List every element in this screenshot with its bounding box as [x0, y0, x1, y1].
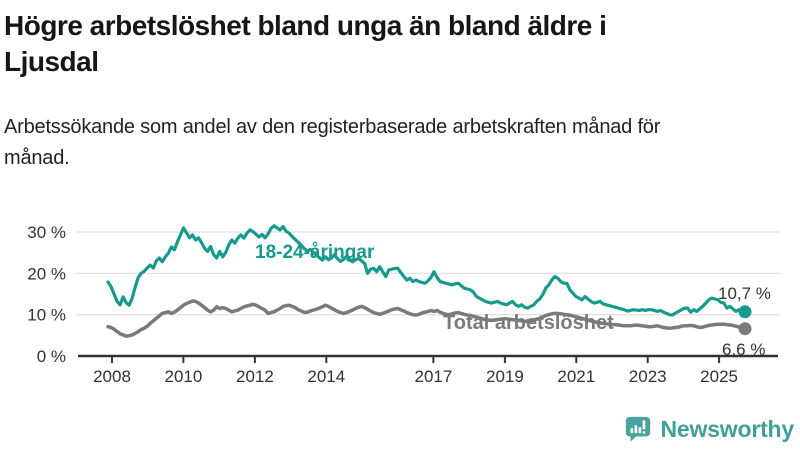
x-tick-label: 2023 [629, 367, 667, 386]
x-tick-label: 2014 [307, 367, 345, 386]
chart-subtitle: Arbetssökande som andel av den registerb… [4, 115, 661, 169]
x-tick-label: 2012 [236, 367, 274, 386]
y-tick-label: 20 % [27, 264, 66, 283]
total-series-end-dot [738, 322, 752, 336]
x-tick-label: 2017 [414, 367, 452, 386]
y-tick-label: 10 % [27, 306, 66, 325]
y-tick-label: 30 % [27, 223, 66, 242]
end-value-label-total: 6,6 % [722, 340, 765, 359]
youth-series-line [106, 224, 747, 317]
unemployment-line-chart: 0 % 10 % 20 % 30 % 2008 2010 2012 2014 2017 2019 2… [27, 223, 780, 386]
x-tick-label: 2019 [486, 367, 524, 386]
x-tick-label: 2021 [557, 367, 595, 386]
x-tick-label: 2025 [700, 367, 738, 386]
chart-generated-layer: 0 % 10 % 20 % 30 % 2008 2010 2012 2014 2017 2019 2… [27, 223, 780, 386]
bar-chart-speech-bubble-icon [625, 416, 650, 442]
newsworthy-wordmark: Newsworthy [660, 415, 795, 442]
end-value-label-youth: 10,7 % [718, 284, 771, 303]
page-title: Högre arbetslöshet bland unga än bland ä… [4, 10, 607, 77]
x-tick-label: 2008 [93, 367, 131, 386]
series-label-total: Total arbetslöshet [443, 312, 614, 334]
total-series-line [106, 299, 747, 338]
youth-series-end-dot [738, 305, 752, 319]
chart-header: Högre arbetslöshet bland unga än bland ä… [0, 0, 800, 174]
newsworthy-brand-link[interactable]: Newsworthy [623, 414, 794, 444]
x-tick-label: 2010 [164, 367, 202, 386]
series-label-youth: 18-24-åringar [255, 242, 375, 263]
y-tick-label: 0 % [37, 347, 66, 366]
